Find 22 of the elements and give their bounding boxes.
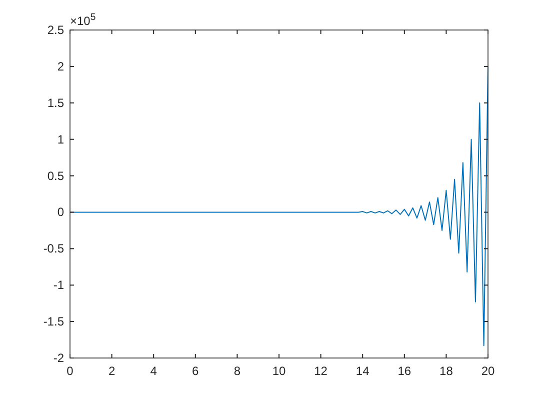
x-tick-label: 8 xyxy=(234,364,241,378)
x-tick-label: 6 xyxy=(192,364,200,378)
y-tick-label: 0 xyxy=(57,205,64,220)
y-tick-label: 2 xyxy=(57,59,64,74)
y-tick-label: 1.5 xyxy=(47,96,64,110)
y-tick-label: 0.5 xyxy=(47,168,64,183)
y-tick-label: -1.5 xyxy=(43,314,64,329)
x-tick-label: 18 xyxy=(440,364,454,378)
y-tick-label: -1 xyxy=(53,278,64,292)
x-tick-label: 2 xyxy=(108,364,116,378)
x-tick-label: 12 xyxy=(314,364,328,378)
x-tick-label: 16 xyxy=(398,364,412,378)
x-tick-label: 10 xyxy=(272,364,286,378)
y-tick-label: 1 xyxy=(57,132,64,146)
y-tick-label: -0.5 xyxy=(43,242,64,256)
x-tick-label: 4 xyxy=(150,364,158,378)
y-tick-label: -2 xyxy=(53,351,64,365)
x-tick-label: 14 xyxy=(356,364,370,378)
text: ×10$^{5}$ xyxy=(70,12,96,28)
x-tick-label: 0 xyxy=(66,364,74,378)
y-tick-label: 2.5 xyxy=(47,23,64,37)
x-tick-label: 20 xyxy=(481,364,495,378)
